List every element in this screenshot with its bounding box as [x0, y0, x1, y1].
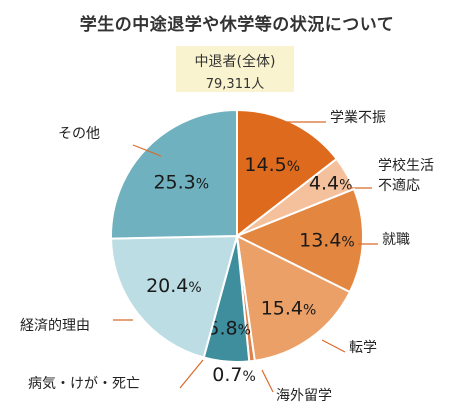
slice-value-label: 25.3% — [153, 171, 209, 193]
pie-slice — [235, 234, 352, 362]
slice-value-label: 5.8% — [207, 318, 251, 340]
leader-line — [261, 369, 274, 393]
slice-category-label: 経済的理由 — [20, 318, 90, 334]
slice-value-label: 15.4% — [261, 297, 317, 319]
leader-line — [132, 144, 162, 157]
pie-slice — [110, 234, 239, 359]
chart-title: 学生の中途退学や休学等の状況について — [79, 15, 395, 35]
slice-value-label: 13.4% — [299, 230, 355, 252]
slice-category-label: 転学 — [349, 340, 377, 356]
pie-slice — [234, 187, 364, 294]
slice-value-label: 0.7% — [212, 364, 256, 386]
pie-slice — [236, 108, 339, 239]
slice-category-label: 就職 — [382, 232, 410, 248]
slice-value-label: 14.5% — [244, 154, 300, 176]
total-label: 中退者(全体) — [194, 54, 276, 70]
total-box: 中退者(全体) 79,311人 — [176, 46, 294, 92]
pie-slice — [110, 108, 238, 240]
slice-category-label: 病気・けが・死亡 — [28, 376, 140, 392]
slice-category-label: 学校生活不適応 — [378, 157, 434, 194]
slice-category-label: 学業不振 — [330, 110, 386, 126]
slice-value-label: 20.4% — [146, 275, 202, 297]
slice-value-label: 4.4% — [309, 172, 353, 194]
leader-line — [179, 359, 204, 389]
slice-category-label: その他 — [58, 126, 100, 142]
total-value: 79,311人 — [205, 77, 265, 92]
leader-line — [321, 339, 346, 353]
slice-category-label: 海外留学 — [276, 388, 332, 404]
